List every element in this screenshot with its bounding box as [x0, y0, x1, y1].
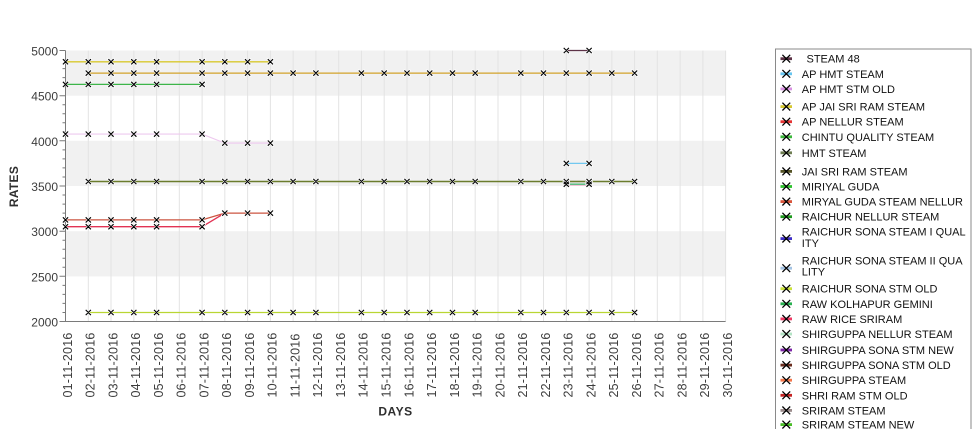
svg-text:04-11-2016: 04-11-2016: [129, 332, 143, 397]
svg-text:MIRIYAL GUDA: MIRIYAL GUDA: [802, 182, 880, 194]
svg-text:HMT STEAM: HMT STEAM: [802, 148, 867, 160]
svg-text:18-11-2016: 18-11-2016: [448, 332, 462, 397]
svg-text:17-11-2016: 17-11-2016: [425, 332, 439, 397]
svg-text:11-11-2016: 11-11-2016: [288, 333, 302, 397]
svg-text:25-11-2016: 25-11-2016: [607, 332, 621, 397]
svg-text:21-11-2016: 21-11-2016: [516, 332, 530, 397]
svg-text:29-11-2016: 29-11-2016: [698, 332, 712, 397]
svg-text:CHINTU QUALITY STEAM: CHINTU QUALITY STEAM: [802, 132, 934, 144]
svg-text:RAICHUR NELLUR STEAM: RAICHUR NELLUR STEAM: [802, 212, 940, 224]
svg-text:22-11-2016: 22-11-2016: [539, 332, 553, 397]
svg-text:27-11-2016: 27-11-2016: [653, 332, 667, 397]
svg-text:05-11-2016: 05-11-2016: [152, 332, 166, 397]
svg-text:14-11-2016: 14-11-2016: [357, 332, 371, 397]
svg-text:SHIRGUPPA STEAM: SHIRGUPPA STEAM: [802, 375, 906, 387]
svg-text:LITY: LITY: [802, 266, 826, 278]
svg-text:28-11-2016: 28-11-2016: [675, 332, 689, 397]
svg-text:07-11-2016: 07-11-2016: [197, 332, 211, 397]
svg-text:RAICHUR SONA STEAM I QUAL: RAICHUR SONA STEAM I QUAL: [802, 226, 966, 238]
svg-text:STEAM 48: STEAM 48: [807, 54, 860, 66]
svg-text:26-11-2016: 26-11-2016: [630, 332, 644, 397]
svg-text:5000: 5000: [31, 45, 58, 59]
svg-text:2000: 2000: [31, 316, 58, 330]
svg-text:02-11-2016: 02-11-2016: [84, 332, 98, 397]
svg-text:MIRYAL GUDA STEAM NELLUR: MIRYAL GUDA STEAM NELLUR: [802, 197, 963, 209]
svg-text:SRIRAM STEAM: SRIRAM STEAM: [802, 405, 886, 417]
svg-text:08-11-2016: 08-11-2016: [220, 332, 234, 397]
svg-text:10-11-2016: 10-11-2016: [266, 332, 280, 397]
svg-text:RAICHUR SONA STM OLD: RAICHUR SONA STM OLD: [802, 284, 938, 296]
svg-text:12-11-2016: 12-11-2016: [311, 332, 325, 397]
svg-text:4000: 4000: [31, 135, 58, 149]
svg-text:RAW RICE SRIRAM: RAW RICE SRIRAM: [802, 314, 902, 326]
svg-text:RAICHUR SONA STEAM II QUA: RAICHUR SONA STEAM II QUA: [802, 256, 963, 268]
svg-text:SHIRGUPPA SONA STM OLD: SHIRGUPPA SONA STM OLD: [802, 360, 951, 372]
svg-text:3500: 3500: [31, 180, 58, 194]
svg-text:16-11-2016: 16-11-2016: [402, 332, 416, 397]
svg-text:AP HMT STM OLD: AP HMT STM OLD: [802, 84, 895, 96]
svg-text:4500: 4500: [31, 90, 58, 104]
svg-text:AP NELLUR STEAM: AP NELLUR STEAM: [802, 117, 904, 129]
svg-text:SHRI RAM STM OLD: SHRI RAM STM OLD: [802, 390, 908, 402]
svg-text:20-11-2016: 20-11-2016: [493, 332, 507, 397]
svg-text:AP HMT STEAM: AP HMT STEAM: [802, 69, 884, 81]
svg-text:SHIRGUPPA NELLUR STEAM: SHIRGUPPA NELLUR STEAM: [802, 329, 953, 341]
svg-text:09-11-2016: 09-11-2016: [243, 332, 257, 397]
svg-text:JAI SRI RAM STEAM: JAI SRI RAM STEAM: [802, 166, 908, 178]
svg-text:13-11-2016: 13-11-2016: [334, 332, 348, 397]
svg-text:RAW KOLHAPUR GEMINI: RAW KOLHAPUR GEMINI: [802, 299, 933, 311]
svg-text:RATES: RATES: [7, 166, 21, 207]
svg-text:03-11-2016: 03-11-2016: [106, 332, 120, 397]
svg-text:3000: 3000: [31, 225, 58, 239]
svg-text:SHIRGUPPA SONA STM NEW: SHIRGUPPA SONA STM NEW: [802, 345, 955, 357]
svg-text:15-11-2016: 15-11-2016: [380, 332, 394, 397]
svg-text:01-11-2016: 01-11-2016: [61, 332, 75, 397]
svg-text:SRIRAM STEAM NEW: SRIRAM STEAM NEW: [802, 420, 915, 429]
svg-text:ITY: ITY: [802, 238, 820, 250]
svg-text:2500: 2500: [31, 270, 58, 284]
svg-text:AP JAI SRI RAM STEAM: AP JAI SRI RAM STEAM: [802, 102, 925, 114]
svg-text:DAYS: DAYS: [378, 405, 412, 419]
svg-text:06-11-2016: 06-11-2016: [175, 332, 189, 397]
svg-text:23-11-2016: 23-11-2016: [562, 332, 576, 397]
svg-text:30-11-2016: 30-11-2016: [721, 332, 735, 397]
svg-text:24-11-2016: 24-11-2016: [584, 332, 598, 397]
svg-text:19-11-2016: 19-11-2016: [471, 332, 485, 397]
